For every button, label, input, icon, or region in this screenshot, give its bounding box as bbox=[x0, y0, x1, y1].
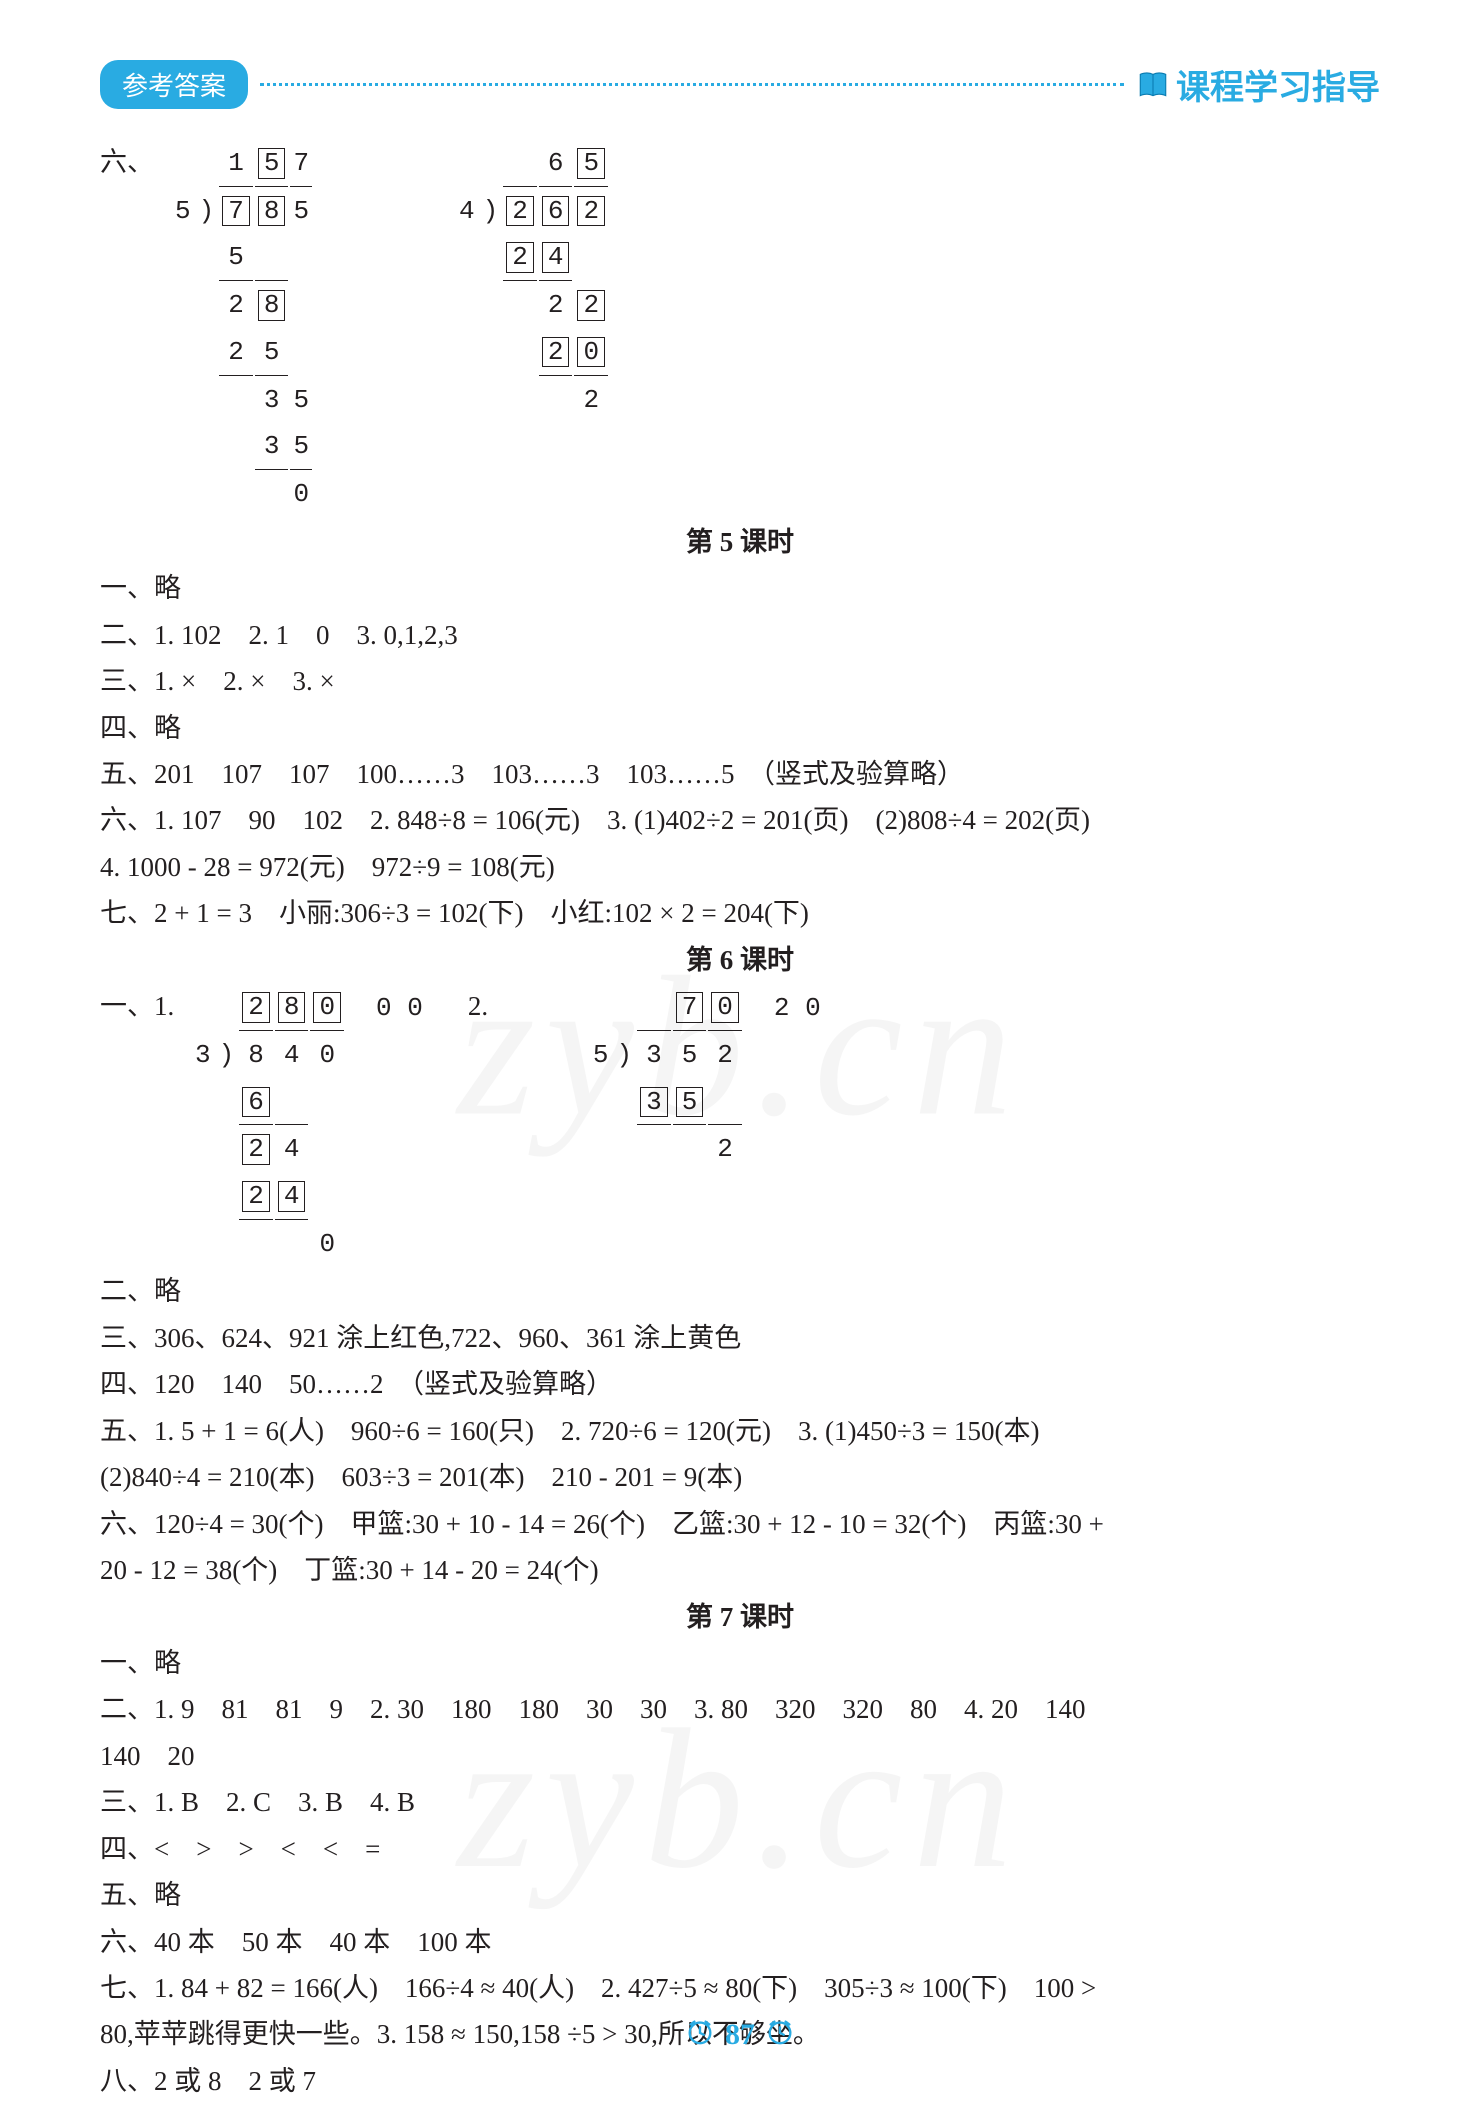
lesson7-line3: 140 20 bbox=[100, 1733, 1380, 1779]
lesson5-line5: 五、201 107 107 100……3 103……3 103……5 （竖式及验… bbox=[100, 751, 1380, 797]
lesson6-line3: 三、306、624、921 涂上红色,722、960、361 涂上黄色 bbox=[100, 1315, 1380, 1361]
section-six-row: 六、 157 5)785 5 28 25 35 35 0 65 4)262 24… bbox=[100, 139, 1380, 519]
clock-icon bbox=[685, 2016, 715, 2054]
lesson6-line6: (2)840÷4 = 210(本) 603÷3 = 201(本) 210 - 2… bbox=[100, 1454, 1380, 1500]
lesson5-line7: 4. 1000 - 28 = 972(元) 972÷9 = 108(元) bbox=[100, 844, 1380, 890]
long-division-d: 702 0 5)352 35 2 bbox=[588, 983, 826, 1174]
lesson7-line5: 四、< > > < < = bbox=[100, 1826, 1380, 1872]
main-content: 六、 157 5)785 5 28 25 35 35 0 65 4)262 24… bbox=[100, 139, 1380, 2104]
lesson5-title: 第 5 课时 bbox=[100, 519, 1380, 565]
lesson5-line6: 六、1. 107 90 102 2. 848÷8 = 106(元) 3. (1)… bbox=[100, 797, 1380, 843]
lesson7-line6: 五、略 bbox=[100, 1872, 1380, 1918]
brand-title: 课程学习指导 bbox=[1136, 60, 1380, 109]
lesson5-line8: 七、2 + 1 = 3 小丽:306÷3 = 102(下) 小红:102 × 2… bbox=[100, 890, 1380, 936]
lesson6-line8: 20 - 12 = 38(个) 丁篮:30 + 14 - 20 = 24(个) bbox=[100, 1547, 1380, 1593]
header-divider bbox=[260, 83, 1124, 86]
page-number: 87 bbox=[725, 2018, 755, 2052]
lesson5-line3: 三、1. × 2. × 3. × bbox=[100, 658, 1380, 704]
brand-text: 课程学习指导 bbox=[1176, 60, 1380, 109]
lesson7-line10: 八、2 或 8 2 或 7 bbox=[100, 2058, 1380, 2104]
lesson7-line2: 二、1. 9 81 81 9 2. 30 180 180 30 30 3. 80… bbox=[100, 1686, 1380, 1732]
lesson6-line5: 五、1. 5 + 1 = 6(人) 960÷6 = 160(只) 2. 720÷… bbox=[100, 1408, 1380, 1454]
lesson5-line2: 二、1. 102 2. 1 0 3. 0,1,2,3 bbox=[100, 612, 1380, 658]
answer-key-badge: 参考答案 bbox=[100, 60, 248, 109]
lesson5-line4: 四、略 bbox=[100, 705, 1380, 751]
lesson6-title: 第 6 课时 bbox=[100, 937, 1380, 983]
lesson7-line1: 一、略 bbox=[100, 1640, 1380, 1686]
page-header: 参考答案 课程学习指导 bbox=[100, 60, 1380, 109]
lesson7-line4: 三、1. B 2. C 3. B 4. B bbox=[100, 1779, 1380, 1825]
long-division-c: 2800 0 3)840 6 24 24 0 bbox=[190, 983, 428, 1268]
lesson6-line2: 二、略 bbox=[100, 1268, 1380, 1314]
long-division-a: 157 5)785 5 28 25 35 35 0 bbox=[170, 139, 314, 519]
lesson7-title: 第 7 课时 bbox=[100, 1594, 1380, 1640]
lesson5-line1: 一、略 bbox=[100, 565, 1380, 611]
lesson6-line7: 六、120÷4 = 30(个) 甲篮:30 + 10 - 14 = 26(个) … bbox=[100, 1501, 1380, 1547]
page-number-footer: 87 bbox=[685, 2016, 795, 2054]
long-division-b: 65 4)262 24 22 20 2 bbox=[454, 139, 610, 424]
book-icon bbox=[1136, 68, 1170, 102]
lesson7-line7: 六、40 本 50 本 40 本 100 本 bbox=[100, 1919, 1380, 1965]
lesson6-prefix: 一、1. bbox=[100, 983, 190, 1029]
lesson6-line4: 四、120 140 50……2 （竖式及验算略） bbox=[100, 1361, 1380, 1407]
clock-icon-right bbox=[765, 2016, 795, 2054]
section-six-label: 六、 bbox=[100, 139, 170, 185]
lesson6-mid-label: 2. bbox=[468, 983, 528, 1029]
lesson7-line8: 七、1. 84 + 82 = 166(人) 166÷4 ≈ 40(人) 2. 4… bbox=[100, 1965, 1380, 2011]
lesson6-division-row: 一、1. 2800 0 3)840 6 24 24 0 2. 702 0 5)3… bbox=[100, 983, 1380, 1268]
